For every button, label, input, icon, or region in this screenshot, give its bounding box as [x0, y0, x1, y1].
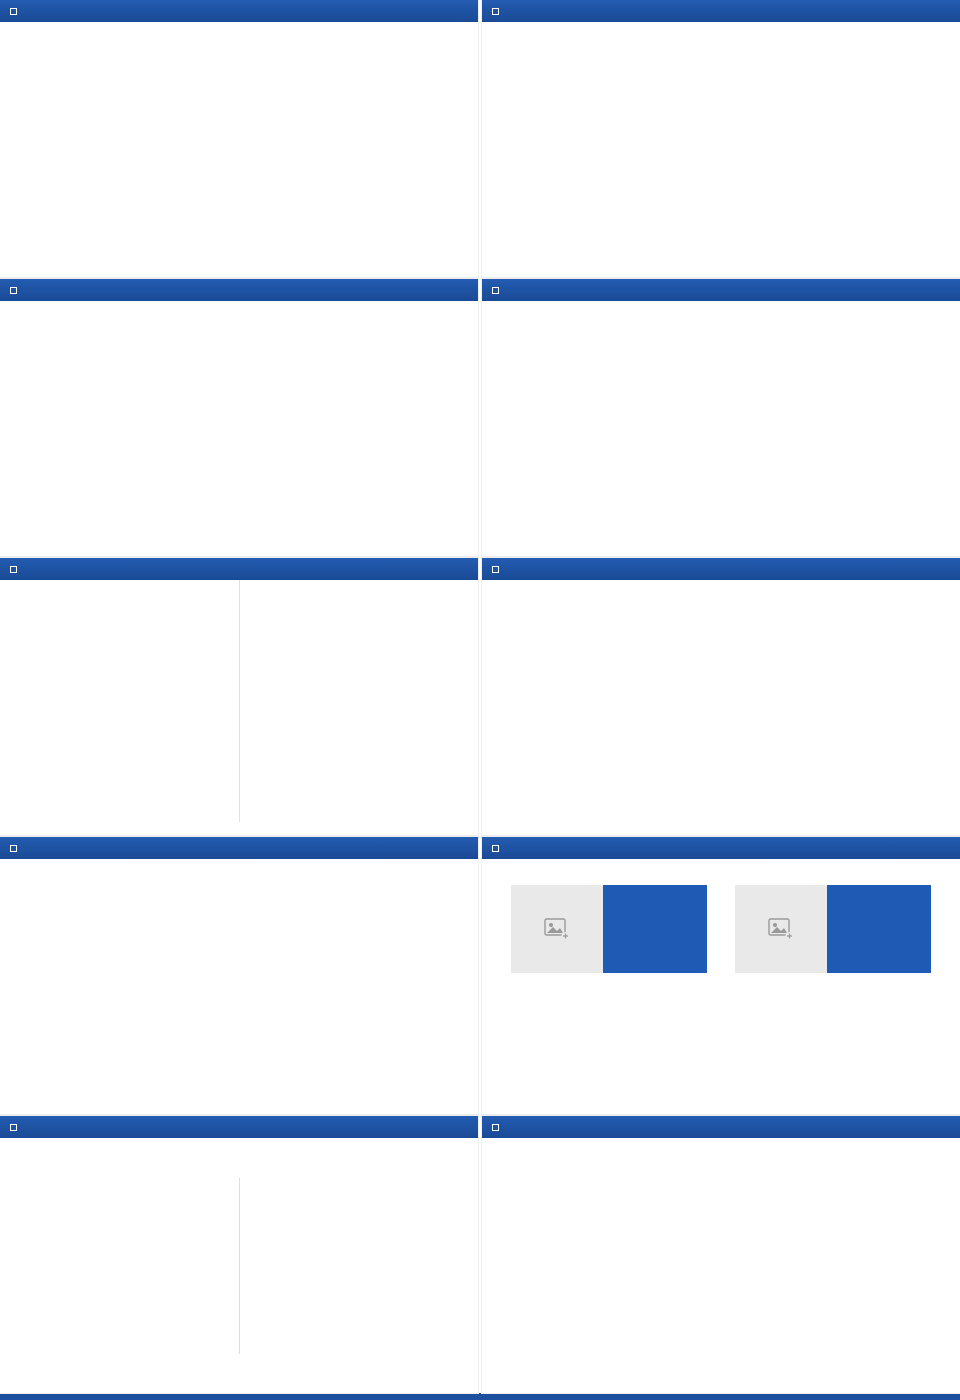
donut-chart-panel — [238, 580, 479, 822]
slide-header — [0, 837, 478, 859]
vertical-divider — [239, 1178, 240, 1354]
slide-body — [0, 1138, 478, 1380]
percent-ring-chart — [624, 898, 686, 960]
area-line-chart — [498, 40, 944, 194]
slide-quarterly-data-comparison[interactable] — [482, 558, 960, 835]
slide-body — [482, 301, 960, 543]
slide-body — [482, 859, 960, 1101]
days-donut-chart — [496, 597, 684, 752]
square-bullet-icon — [492, 1123, 499, 1131]
slide-header — [482, 0, 960, 22]
slide-risk-analysis[interactable] — [482, 1116, 960, 1393]
comparison-card — [735, 885, 931, 983]
percent-panel — [603, 885, 707, 973]
square-bullet-icon — [492, 565, 499, 573]
slide-header — [0, 1116, 478, 1138]
slide-header — [482, 837, 960, 859]
chart-title — [0, 22, 478, 35]
image-placeholder — [735, 885, 827, 973]
comparison-pie-chart — [40, 600, 198, 743]
multi-series-smooth-line-chart — [498, 324, 944, 466]
chart-title — [482, 301, 960, 314]
pie-chart-panel — [0, 580, 239, 822]
text-block — [759, 625, 946, 629]
square-bullet-icon — [10, 286, 17, 294]
percent-panel — [827, 885, 931, 973]
slide-header — [482, 279, 960, 301]
chart-title — [496, 580, 751, 593]
slide-header — [482, 1116, 960, 1138]
square-bullet-icon — [10, 1123, 17, 1131]
slide-header — [0, 0, 478, 22]
donut-panel — [496, 580, 751, 822]
text-block — [759, 604, 946, 608]
square-bullet-icon — [10, 7, 17, 15]
square-bullet-icon — [492, 844, 499, 852]
percent-ring-chart — [848, 898, 910, 960]
text-blocks — [751, 580, 946, 822]
image-placeholder-icon — [768, 918, 794, 940]
slide-header — [0, 279, 478, 301]
slide-header — [482, 558, 960, 580]
slide-line-chart-tool[interactable] — [0, 279, 478, 556]
square-bullet-icon — [10, 565, 17, 573]
slide-area-line-charts[interactable] — [482, 0, 960, 277]
slide-data-tables[interactable] — [0, 837, 478, 1114]
slide-header — [0, 558, 478, 580]
slide-data-comparison[interactable] — [482, 837, 960, 1114]
slide-dimensions-analysis[interactable] — [482, 279, 960, 556]
chart-title — [0, 301, 478, 314]
slide-body — [482, 580, 960, 822]
slide-leaderboard-bar-chart[interactable] — [0, 0, 478, 277]
slide-body — [482, 22, 960, 264]
slide-body — [482, 1138, 960, 1380]
slide-body — [0, 580, 478, 822]
slide-body — [0, 301, 478, 543]
square-bullet-icon — [492, 7, 499, 15]
image-placeholder — [511, 885, 603, 973]
chart-title — [482, 22, 960, 35]
rating-leaderboard-bar-chart — [16, 40, 462, 194]
bottom-accent-bar — [0, 1393, 960, 1400]
comparison-card — [511, 885, 707, 983]
square-bullet-icon — [10, 844, 17, 852]
slide-toc-bullet-points[interactable] — [0, 1116, 478, 1393]
slide-body — [0, 859, 478, 1101]
comparison-donut-chart — [280, 600, 438, 743]
image-placeholder-icon — [544, 918, 570, 940]
slide-data-comparison-chart[interactable] — [0, 558, 478, 835]
square-bullet-icon — [492, 286, 499, 294]
risk-ring-diagram — [637, 1179, 805, 1343]
two-series-line-chart — [16, 324, 462, 462]
slide-body — [0, 22, 478, 264]
